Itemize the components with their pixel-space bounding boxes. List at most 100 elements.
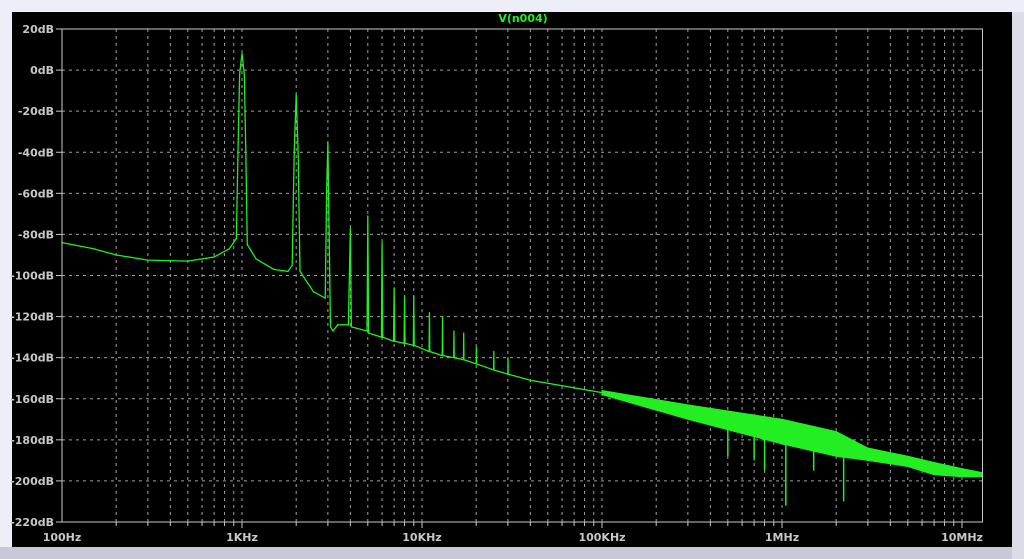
x-tick-label: 10MHz: [941, 531, 983, 544]
data-point: [337, 324, 339, 326]
data-point: [394, 340, 396, 342]
data-point: [404, 342, 406, 344]
y-tick-label: -200dB: [10, 475, 54, 488]
data-point: [507, 357, 509, 359]
data-point: [328, 233, 330, 236]
y-tick-label: -140dB: [10, 352, 54, 365]
data-point: [529, 379, 531, 381]
data-point: [463, 359, 465, 361]
data-point: [601, 391, 603, 394]
data-point: [867, 459, 869, 461]
x-tick-label: 10KHz: [402, 531, 441, 544]
data-point: [325, 192, 328, 194]
noise-band: [601, 389, 984, 506]
data-point: [237, 151, 239, 153]
data-point: [366, 330, 368, 332]
data-point: [246, 244, 248, 246]
data-point: [187, 260, 189, 262]
data-point: [297, 151, 299, 153]
y-tick-labels: 20dB 0dB -20dB -40dB -60dB -80dB -100dB -120dB -…: [10, 23, 54, 529]
data-point: [299, 270, 301, 272]
data-point: [403, 295, 406, 297]
x-tick-labels: 100Hz 1KHz 10KHz 100KHz 1MHz 10MHz: [43, 531, 983, 544]
data-point: [349, 227, 351, 229]
data-point: [475, 346, 477, 348]
data-point: [428, 311, 431, 314]
data-point: [327, 141, 329, 143]
y-tick-label: -80dB: [18, 228, 54, 241]
data-point: [228, 248, 230, 250]
trace-series: [61, 53, 984, 476]
data-point: [367, 332, 370, 334]
data-point: [413, 295, 415, 297]
data-point: [382, 336, 384, 338]
data-point: [507, 373, 509, 375]
data-point: [245, 151, 247, 153]
data-point: [442, 355, 444, 357]
data-point: [324, 297, 326, 299]
y-tick-label: -120dB: [10, 311, 54, 324]
x-tick-label: 100Hz: [43, 531, 82, 544]
data-point: [781, 431, 783, 433]
y-tick-label: -160dB: [10, 393, 54, 406]
data-point: [291, 264, 293, 266]
data-point: [393, 287, 395, 289]
x-tick-label: 100KHz: [578, 531, 625, 544]
data-point: [907, 463, 909, 466]
data-point: [241, 53, 243, 55]
data-point: [441, 315, 444, 318]
data-point: [239, 73, 241, 75]
data-point: [243, 73, 245, 75]
chart-title[interactable]: V(n004): [498, 12, 547, 25]
y-tick-label: 20dB: [22, 23, 54, 36]
plot-border: [61, 28, 984, 523]
data-point: [273, 268, 275, 270]
data-point: [380, 336, 383, 338]
y-tick-label: -220dB: [10, 516, 54, 529]
plot-frame: [56, 28, 984, 528]
data-point: [493, 369, 495, 371]
y-tick-label: 0dB: [30, 64, 54, 77]
window-right-border: [1012, 12, 1024, 559]
y-tick-label: -20dB: [18, 105, 54, 118]
data-point: [313, 291, 315, 293]
data-point: [412, 344, 414, 346]
x-tick-label: 1KHz: [226, 531, 258, 544]
y-tick-label: -180dB: [10, 434, 54, 447]
data-point: [475, 363, 478, 365]
data-point: [381, 242, 383, 244]
data-point: [392, 340, 395, 342]
data-point: [332, 330, 334, 332]
data-point: [413, 344, 415, 346]
data-point: [350, 326, 352, 328]
y-tick-label: -40dB: [18, 146, 54, 159]
trace-line: [61, 53, 983, 476]
data-point: [287, 270, 289, 272]
data-point: [429, 350, 431, 353]
data-point: [961, 472, 963, 474]
data-point: [347, 324, 349, 326]
data-point: [403, 342, 405, 344]
data-point: [453, 357, 455, 359]
data-point: [348, 274, 350, 277]
window-bottom-border: [0, 547, 1024, 559]
data-point: [115, 254, 117, 256]
data-point: [147, 259, 149, 261]
data-point: [463, 332, 465, 334]
data-point: [687, 410, 689, 412]
data-point: [93, 248, 95, 250]
data-point: [493, 350, 495, 353]
data-point: [367, 215, 369, 217]
data-point: [295, 94, 297, 96]
data-point: [213, 256, 215, 258]
data-point: [933, 470, 935, 472]
y-tick-label: -100dB: [10, 270, 54, 283]
y-tick-label: -60dB: [18, 187, 54, 200]
noise-band-area: [601, 389, 984, 478]
data-point: [293, 151, 295, 153]
data-point: [255, 258, 257, 260]
data-point: [453, 330, 455, 332]
x-tick-label: 1MHz: [765, 531, 799, 544]
data-point: [235, 237, 237, 240]
